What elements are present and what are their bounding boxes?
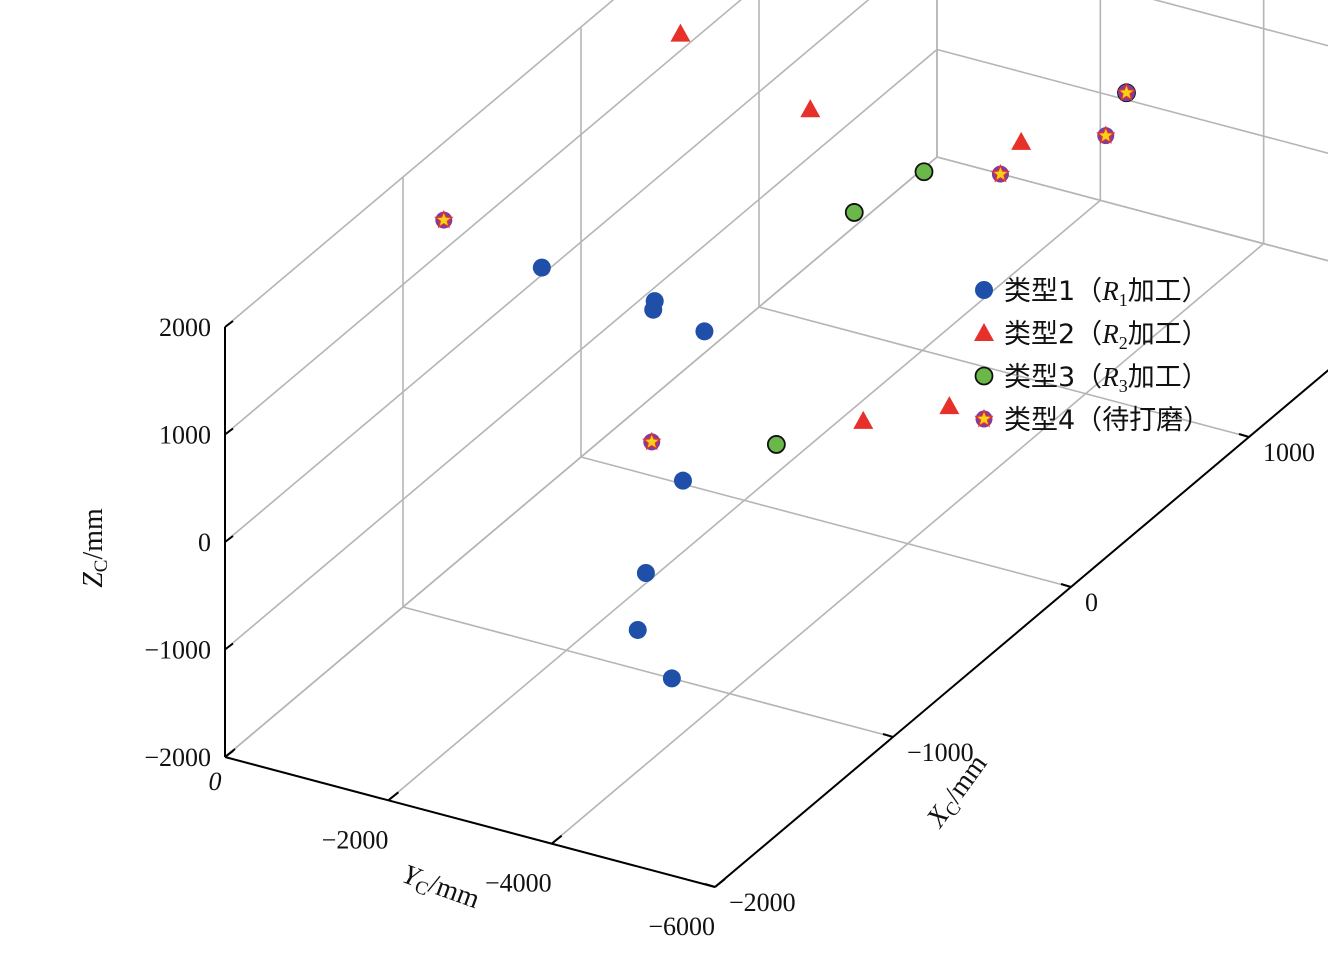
- z-tick-label: −2000: [144, 743, 211, 772]
- back-wall-grid-line: [936, 156, 1328, 262]
- legend-label: 类型1（R1加工）: [1004, 276, 1209, 310]
- data-point: [766, 435, 786, 454]
- back-wall-grid-line: [1152, 0, 1328, 47]
- data-point: [628, 620, 647, 639]
- axis-labels: ZC/mm YC/mm XC/mm: [78, 508, 994, 918]
- star-shape: [974, 408, 994, 428]
- data-point: [673, 471, 692, 490]
- star-shape: [434, 209, 454, 229]
- x-tick-label: −2000: [729, 888, 796, 917]
- star-shape: [642, 431, 662, 451]
- data-point: [636, 564, 655, 582]
- legend-label: 类型2（R2加工）: [1004, 319, 1209, 353]
- x-tick-mark: [1060, 583, 1072, 588]
- z-tick-label: 0: [198, 528, 211, 557]
- z-tick-mark: [224, 427, 234, 436]
- data-point: [434, 209, 454, 229]
- star-shape: [990, 163, 1011, 183]
- x-tick-mark: [1238, 433, 1250, 438]
- z-tick-label: 1000: [159, 421, 211, 450]
- y-tick-label: −2000: [322, 825, 389, 854]
- floor-grid-line: [387, 199, 1101, 801]
- side-wall-grid-line: [224, 0, 870, 543]
- y-tick-label: −6000: [648, 912, 715, 941]
- data-point: [695, 322, 714, 341]
- legend-label: 类型4（待打磨）: [1004, 405, 1210, 436]
- y-axis-label: YC/mm: [397, 859, 484, 918]
- z-tick-label: −1000: [144, 636, 211, 665]
- legend-entry: 类型2（R2加工）: [974, 319, 1209, 353]
- legend-entry: 类型4（待打磨）: [974, 405, 1210, 436]
- back-wall-grid-line: [936, 48, 1328, 155]
- legend: 类型1（R1加工） 类型2（R2加工） 类型3（R3加工） 类型4（待打磨）: [974, 276, 1210, 436]
- floor-grid-line: [758, 306, 1250, 438]
- floor-grid-line: [402, 606, 894, 738]
- y-tick-mark: [387, 791, 399, 802]
- side-wall-grid-line: [224, 0, 615, 328]
- legend-marker: [974, 408, 994, 428]
- series-4: [434, 82, 1137, 451]
- z-tick-mark: [224, 535, 234, 543]
- series-2: [670, 23, 1032, 429]
- data-point: [990, 163, 1011, 183]
- legend-marker: [974, 366, 994, 386]
- star-shape: [1116, 82, 1137, 102]
- z-axis-label: ZC/mm: [78, 508, 112, 588]
- y-axis-line: [224, 756, 716, 888]
- axes-layer: [224, 320, 1328, 888]
- legend-entry: 类型3（R3加工）: [974, 362, 1209, 396]
- y-tick-label: −4000: [485, 869, 552, 898]
- y-tick-mark: [714, 878, 726, 888]
- data-point: [844, 203, 864, 222]
- z-tick-mark: [224, 642, 234, 651]
- data-point: [939, 396, 960, 415]
- side-wall-grid-line: [224, 48, 938, 651]
- data-point: [1011, 131, 1032, 150]
- y-tick-mark: [551, 834, 563, 845]
- floor-grid-line: [580, 456, 1072, 588]
- floor-grid-line: [551, 243, 1265, 845]
- data-point: [642, 431, 662, 451]
- data-point: [853, 410, 874, 429]
- x-tick-label: 0: [1085, 588, 1098, 617]
- tick-labels: −2000−10000100020000−2000−4000−6000−2000…: [144, 313, 1315, 941]
- data-point: [914, 162, 934, 182]
- x-tick-mark: [704, 883, 716, 888]
- x-tick-mark: [882, 733, 894, 738]
- legend-entry: 类型1（R1加工）: [975, 276, 1209, 310]
- x-tick-label: 1000: [1263, 438, 1315, 467]
- legend-marker: [974, 323, 994, 341]
- legend-label: 类型3（R3加工）: [1004, 362, 1209, 396]
- data-point: [1096, 125, 1116, 145]
- y-tick-mark: [224, 748, 236, 758]
- side-wall-grid-line: [224, 0, 742, 436]
- y-tick-label: 0: [209, 767, 222, 796]
- star-shape: [1096, 125, 1116, 144]
- z-tick-label: 2000: [159, 313, 211, 342]
- legend-marker: [975, 281, 993, 299]
- data-point: [644, 300, 663, 319]
- data-point: [800, 99, 821, 118]
- data-points: [434, 23, 1137, 688]
- data-point: [532, 258, 551, 277]
- data-point: [670, 23, 691, 42]
- x-tick-label: −1000: [907, 738, 974, 767]
- side-wall-grid-line: [224, 156, 938, 758]
- z-tick-mark: [224, 320, 234, 328]
- data-point: [1116, 82, 1137, 102]
- series-1: [532, 258, 714, 688]
- data-point: [662, 669, 681, 688]
